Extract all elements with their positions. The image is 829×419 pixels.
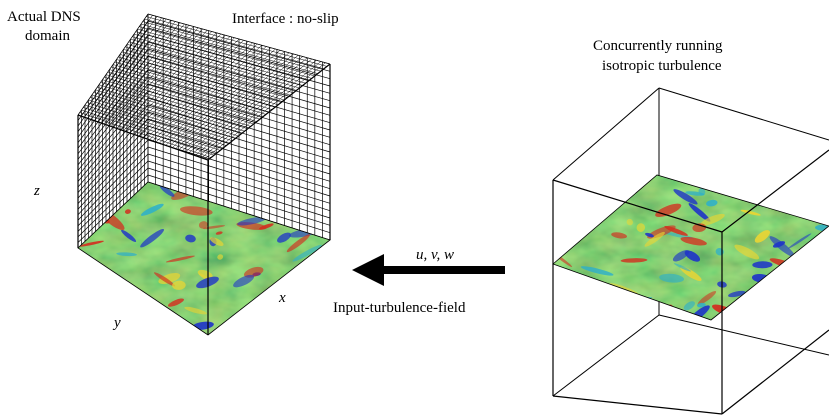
concurrent-label-line2: isotropic turbulence (602, 58, 722, 74)
input-field-label: Input-turbulence-field (333, 300, 466, 316)
isotropic-box-front (552, 149, 829, 415)
y-axis-label: y (112, 315, 121, 331)
transfer-arrow (352, 254, 505, 286)
grid-top (77, 13, 331, 161)
isotropic-turbulence-plane (553, 175, 829, 320)
interface-label: Interface : no-slip (232, 11, 339, 27)
isotropic-plane-outline (552, 174, 829, 321)
x-axis-label: x (278, 290, 286, 306)
concurrent-label-line1: Concurrently running (593, 38, 723, 54)
dns-cube-edges (77, 63, 331, 335)
domain-label-line1: Actual DNS (7, 9, 81, 25)
domain-label-line2: domain (25, 28, 70, 44)
dns-domain-cube (77, 13, 331, 336)
z-axis-label: z (33, 183, 40, 199)
velocity-components-label: u, v, w (416, 247, 454, 263)
isotropic-box (552, 87, 829, 397)
dns-turbulence-plane (78, 182, 330, 335)
